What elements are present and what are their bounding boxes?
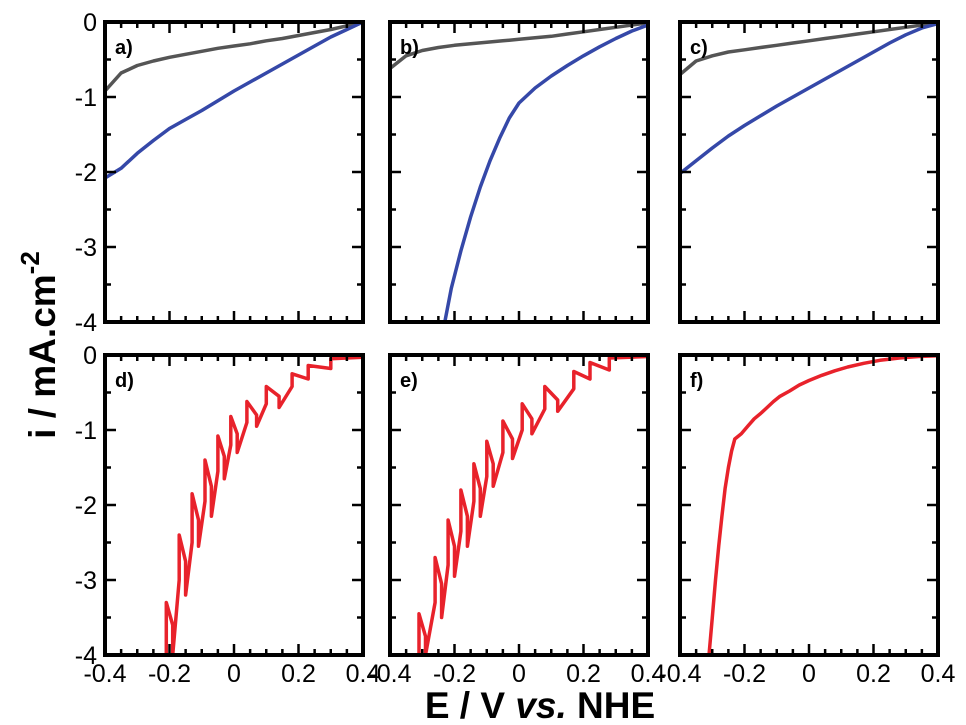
series-line-blue	[443, 23, 648, 322]
x-axis-title-suffix: NHE	[567, 685, 655, 725]
series-group	[105, 22, 363, 180]
x-tick-label: -0.4	[658, 660, 701, 688]
series-group	[417, 355, 648, 655]
x-tick-label: 0.2	[281, 660, 316, 688]
x-tick-label: 0.2	[566, 660, 601, 688]
series-line-red	[417, 355, 648, 655]
panel-frame	[103, 353, 365, 657]
series-group	[164, 355, 363, 655]
x-axis-title-text: E / V	[425, 685, 515, 725]
y-tick-label: -3	[75, 567, 97, 595]
series-line-blue	[680, 22, 938, 176]
x-tick-label: -0.4	[83, 660, 126, 688]
series-line-gray	[390, 22, 648, 71]
series-group	[680, 22, 938, 176]
panel-label: e)	[400, 370, 418, 392]
panel-label: d)	[115, 370, 134, 392]
panel-frame	[388, 353, 650, 657]
x-tick-label: 0.4	[346, 660, 381, 688]
panel-f: f) -0.4 -0.2 0 0.2 0.4	[658, 353, 956, 688]
y-tick-label: -3	[75, 234, 97, 262]
series-line-blue	[105, 22, 363, 180]
panels: a)0-1-2-3-4b) c)d)0-1-2-3-4-0.4 -0.2 0 0.2 0.…	[75, 9, 956, 688]
y-tick-label: -4	[75, 642, 97, 670]
series-line-gray	[680, 22, 938, 77]
series-line-gray	[105, 22, 363, 93]
y-axis-title-superscript: -2	[15, 251, 45, 274]
panel-frame	[103, 20, 365, 324]
y-tick-label: 0	[83, 342, 97, 370]
panel-frame	[388, 20, 650, 324]
x-tick-label: 0	[512, 660, 526, 688]
panel-label: a)	[115, 37, 133, 59]
x-tick-label: -0.4	[368, 660, 411, 688]
x-axis-title: E / V vs. NHE	[425, 685, 655, 725]
panel-label: b)	[400, 37, 419, 59]
panel-frame	[678, 353, 940, 657]
panel-d: d) 0 -1 -2 -3 -4-0.4 -0.2 0 0.2 0.4	[75, 342, 381, 688]
y-axis-title: i / mA.cm-2	[15, 251, 63, 439]
x-tick-label: 0.4	[921, 660, 956, 688]
y-tick-label: -1	[75, 84, 97, 112]
x-tick-label: 0.2	[856, 660, 891, 688]
panel-c: c)	[678, 20, 940, 324]
series-line-red	[707, 355, 938, 655]
panel-label: f)	[690, 370, 703, 392]
panel-label: c)	[690, 37, 708, 59]
x-tick-label: -0.2	[148, 660, 191, 688]
y-tick-label: -1	[75, 417, 97, 445]
series-group	[707, 355, 938, 655]
x-tick-label: -0.2	[433, 660, 476, 688]
y-tick-label: -2	[75, 492, 97, 520]
panel-b: b)	[388, 20, 650, 324]
series-line-red	[164, 355, 363, 655]
panel-e: e) -0.4 -0.2 0 0.2 0.4	[368, 353, 666, 688]
x-tick-label: 0	[802, 660, 816, 688]
series-group	[390, 22, 648, 322]
x-axis-title-italic: vs.	[515, 685, 566, 725]
panel-a: a) 0 -1 -2 -3 -4	[75, 9, 365, 337]
y-tick-label: -4	[75, 309, 97, 337]
y-tick-label: -2	[75, 159, 97, 187]
x-tick-label: 0	[227, 660, 241, 688]
x-tick-label: -0.2	[723, 660, 766, 688]
y-tick-label: 0	[83, 9, 97, 37]
panel-frame	[678, 20, 940, 324]
x-tick-label: 0.4	[631, 660, 666, 688]
y-axis-title-text: i / mA.cm	[22, 274, 63, 439]
